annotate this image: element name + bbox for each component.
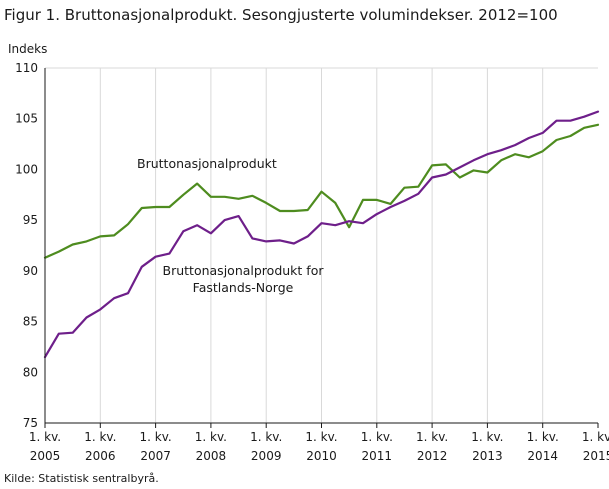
y-tick-label: 110	[15, 61, 38, 75]
x-tick-label-quarter: 1. kv.	[84, 430, 116, 444]
series-label-fastlands-bnp: Bruttonasjonalprodukt for Fastlands-Norge	[163, 263, 325, 295]
series-line-fastlands-bnp	[43, 110, 600, 359]
x-tick-label-year: 2007	[140, 449, 171, 463]
x-tick-label-quarter: 1. kv.	[471, 430, 503, 444]
x-tick-label-quarter: 1. kv.	[139, 430, 171, 444]
gridlines	[45, 67, 598, 423]
x-tick-label-quarter: 1. kv.	[29, 430, 61, 444]
x-tick-label-year: 2012	[417, 449, 448, 463]
x-tick-label-year: 2008	[196, 449, 227, 463]
x-tick-label-year: 2015	[583, 449, 609, 463]
y-tick-label: 85	[23, 315, 38, 329]
x-tick-label-quarter: 1. kv.	[527, 430, 559, 444]
y-axis-ticks: 75 80 85 90 95 100 105 110	[15, 61, 38, 430]
y-tick-label: 95	[23, 213, 38, 227]
x-tick-label-year: 2005	[30, 449, 61, 463]
x-tick-label-year: 2010	[306, 449, 337, 463]
y-axis-title: Indeks	[8, 42, 47, 56]
x-tick-label-year: 2009	[251, 449, 282, 463]
x-tick-label-quarter: 1. kv.	[361, 430, 393, 444]
x-tick-label-year: 2011	[362, 449, 393, 463]
series-lines	[43, 110, 600, 359]
x-tick-label-year: 2013	[472, 449, 503, 463]
x-tick-label-year: 2006	[85, 449, 116, 463]
x-tick-label-quarter: 1. kv.	[582, 430, 609, 444]
x-tick-label-quarter: 1. kv.	[250, 430, 282, 444]
chart-title: Figur 1. Bruttonasjonalprodukt. Sesongju…	[4, 6, 558, 24]
series-line-bnp	[43, 123, 600, 259]
x-tick-label-year: 2014	[527, 449, 558, 463]
y-tick-label: 80	[23, 365, 38, 379]
y-tick-label: 75	[23, 416, 38, 430]
plot-frame	[44, 68, 598, 424]
x-axis-ticks: 1. kv. 2005 1. kv. 2006 1. kv. 2007 1. kv. 2008…	[29, 423, 609, 463]
y-tick-label: 100	[15, 162, 38, 176]
series-label-text: Bruttonasjonalprodukt for Fastlands-Norge	[163, 263, 325, 295]
y-tick-label: 90	[23, 264, 38, 278]
y-tick-label: 105	[15, 112, 38, 126]
x-tick-label-quarter: 1. kv.	[416, 430, 448, 444]
x-tick-label-quarter: 1. kv.	[305, 430, 337, 444]
source-note: Kilde: Statistisk sentralbyrå.	[4, 472, 159, 485]
series-label-bnp: Bruttonasjonalprodukt	[137, 156, 277, 171]
x-tick-label-quarter: 1. kv.	[195, 430, 227, 444]
